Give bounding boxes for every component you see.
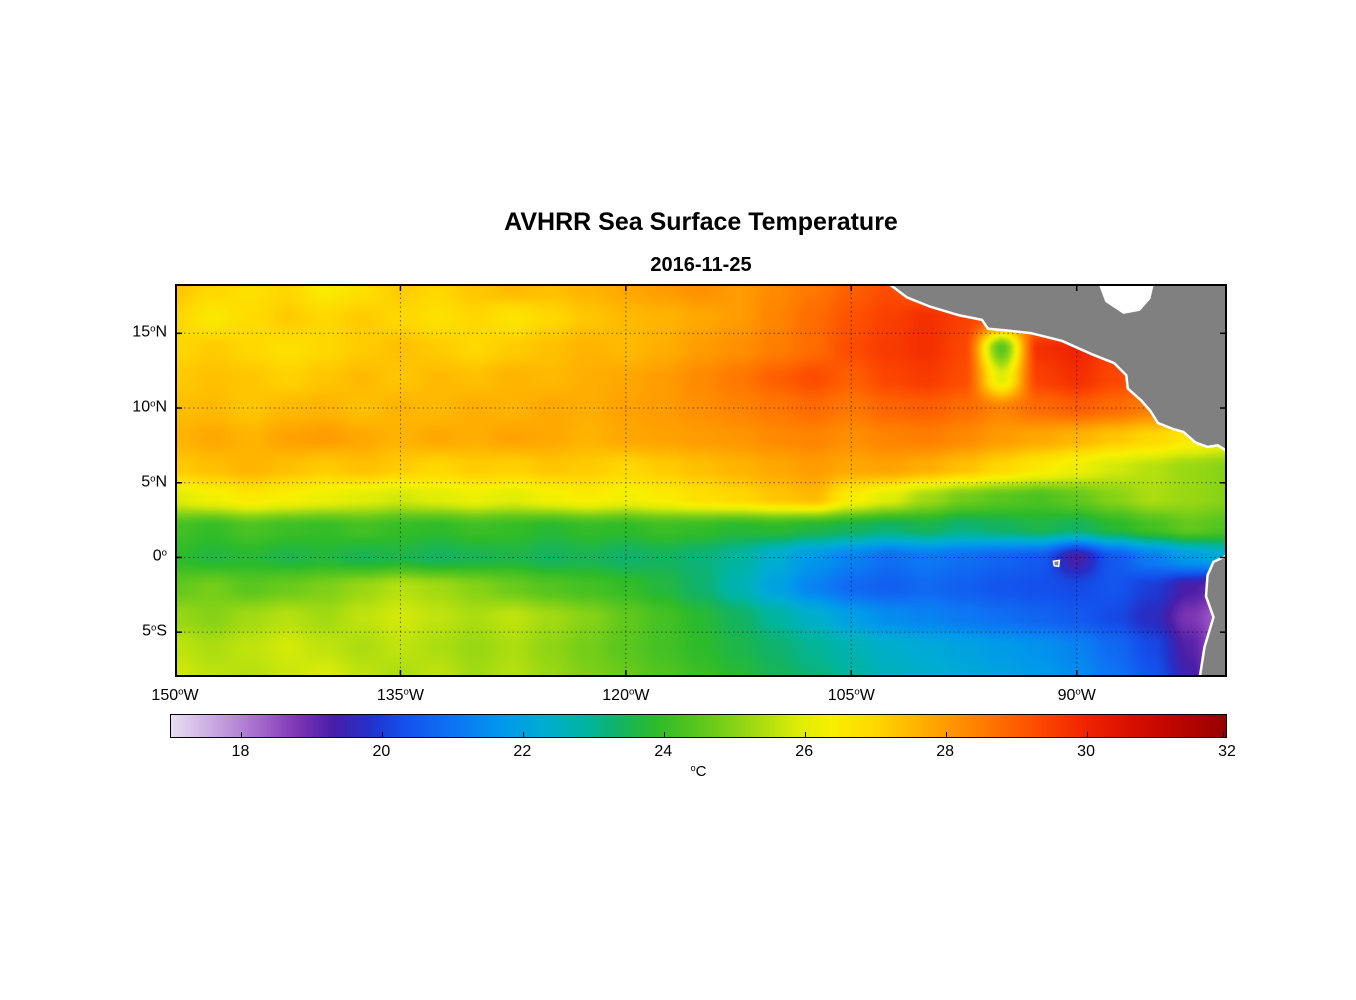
colorbar-tick-label: 24 — [654, 743, 673, 760]
land-south-america — [1198, 554, 1227, 677]
colorbar-unit-label: oC — [690, 763, 707, 780]
y-axis-tick-label: 5oN — [141, 473, 167, 491]
colorbar-tick-label: 22 — [513, 743, 532, 760]
y-axis-tick-label: 15oN — [132, 323, 167, 341]
colorbar-tick-label: 28 — [936, 743, 955, 760]
degree-mark: o — [150, 398, 156, 410]
plot-border — [175, 284, 1227, 677]
sst-heatmap-canvas — [175, 284, 1227, 677]
degree-mark: o — [150, 473, 156, 485]
degree-mark: o — [178, 686, 184, 698]
degree-mark: o — [854, 686, 860, 698]
x-axis-tick-label: 120oW — [602, 686, 650, 704]
map-plot-area — [175, 284, 1227, 677]
y-axis-tick-label: 5oS — [142, 622, 167, 640]
degree-mark: o — [628, 686, 635, 698]
x-axis-tick-label: 90oW — [1057, 686, 1096, 704]
degree-mark: o — [403, 686, 409, 698]
land-central-america — [887, 284, 1227, 453]
colorbar-tick-label: 18 — [231, 743, 250, 760]
map-overlay — [175, 284, 1227, 677]
colorbar-tick-label: 32 — [1218, 743, 1236, 760]
y-axis-tick-label: 10oN — [132, 398, 167, 416]
colorbar-tick-mark — [523, 732, 525, 737]
colorbar-tick-mark — [1223, 732, 1224, 737]
colorbar-canvas — [171, 715, 1226, 737]
colorbar-tick-mark — [664, 732, 666, 737]
colorbar-tick-mark — [241, 732, 243, 737]
colorbar-tick-mark — [805, 732, 807, 737]
y-axis-tick-label: 0o — [152, 547, 167, 566]
x-axis-tick-label: 135oW — [376, 686, 424, 704]
colorbar-tick-label: 30 — [1077, 743, 1095, 760]
degree-mark: o — [690, 763, 696, 774]
degree-mark: o — [1075, 686, 1081, 698]
x-axis-tick-label: 105oW — [827, 686, 875, 704]
colorbar-tick-mark — [946, 732, 948, 737]
colorbar — [170, 714, 1227, 738]
colorbar-tick-label: 26 — [795, 743, 814, 760]
island-galapagos — [1052, 559, 1061, 568]
figure-title: AVHRR Sea Surface Temperature — [504, 208, 898, 236]
degree-mark: o — [150, 323, 156, 335]
colorbar-tick-label: 20 — [372, 743, 391, 760]
degree-mark: o — [150, 622, 157, 634]
land-caribbean-gap — [1098, 284, 1154, 314]
colorbar-tick-mark — [382, 732, 384, 737]
x-axis-tick-label: 150oW — [151, 686, 199, 704]
figure-subtitle: 2016-11-25 — [650, 254, 752, 276]
colorbar-tick-mark — [1087, 732, 1089, 737]
degree-mark: o — [161, 547, 167, 559]
